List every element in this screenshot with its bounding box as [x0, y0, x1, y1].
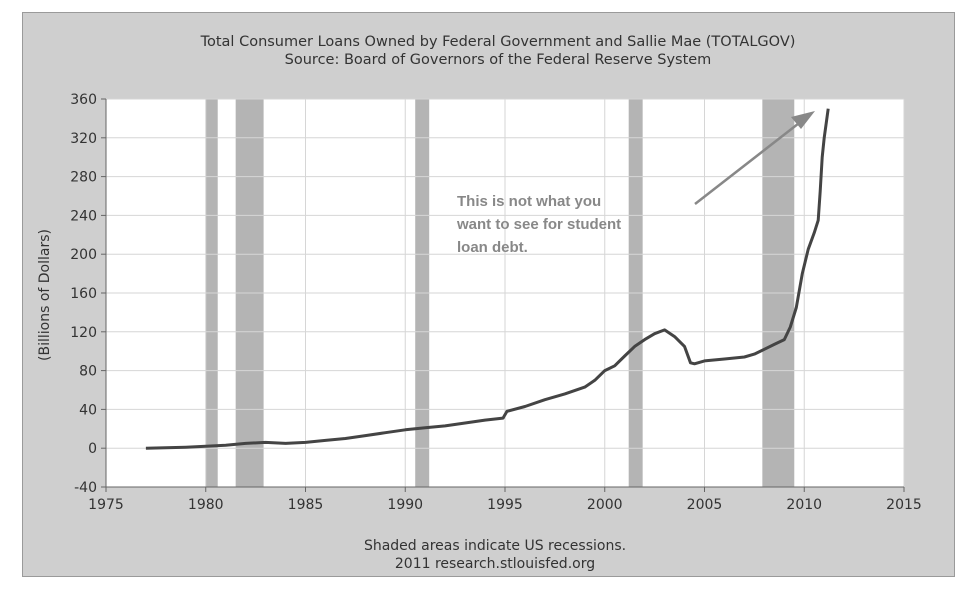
y-tick-label: 320 — [70, 131, 97, 147]
y-tick-label: -40 — [74, 480, 97, 496]
x-tick-label: 2015 — [886, 497, 922, 513]
y-tick-label: 160 — [70, 286, 97, 302]
x-tick-label: 1990 — [387, 497, 423, 513]
annotation-arrow — [694, 111, 815, 205]
chart: Total Consumer Loans Owned by Federal Go… — [37, 34, 922, 572]
y-tick-label: 200 — [70, 247, 97, 263]
y-axis-label: (Billions of Dollars) — [37, 229, 53, 361]
series-line — [145, 108, 830, 450]
y-tick-label: 360 — [70, 92, 97, 108]
y-tick-label: 280 — [70, 170, 97, 186]
x-tick-label: 2000 — [587, 497, 623, 513]
annotation-line-1: This is not what you — [457, 193, 601, 210]
annotation-line-3: loan debt. — [457, 239, 528, 256]
chart-frame: Total Consumer Loans Owned by Federal Go… — [22, 12, 955, 577]
chart-title: Total Consumer Loans Owned by Federal Go… — [200, 34, 796, 50]
x-tick-label: 2010 — [786, 497, 822, 513]
footnote-source: 2011 research.stlouisfed.org — [395, 556, 595, 572]
x-tick-label: 1980 — [188, 497, 224, 513]
x-tick-label: 1985 — [288, 497, 324, 513]
annotation-line-2: want to see for student — [456, 216, 621, 233]
footnote-recessions: Shaded areas indicate US recessions. — [364, 538, 626, 554]
y-tick-label: 80 — [79, 364, 97, 380]
chart-subtitle: Source: Board of Governors of the Federa… — [285, 52, 712, 68]
y-tick-label: 40 — [79, 402, 97, 418]
y-tick-label: 240 — [70, 208, 97, 224]
y-tick-label: 120 — [70, 325, 97, 341]
y-tick-label: 0 — [88, 441, 97, 457]
x-tick-label: 1975 — [88, 497, 124, 513]
x-tick-label: 2005 — [687, 497, 723, 513]
x-tick-label: 1995 — [487, 497, 523, 513]
